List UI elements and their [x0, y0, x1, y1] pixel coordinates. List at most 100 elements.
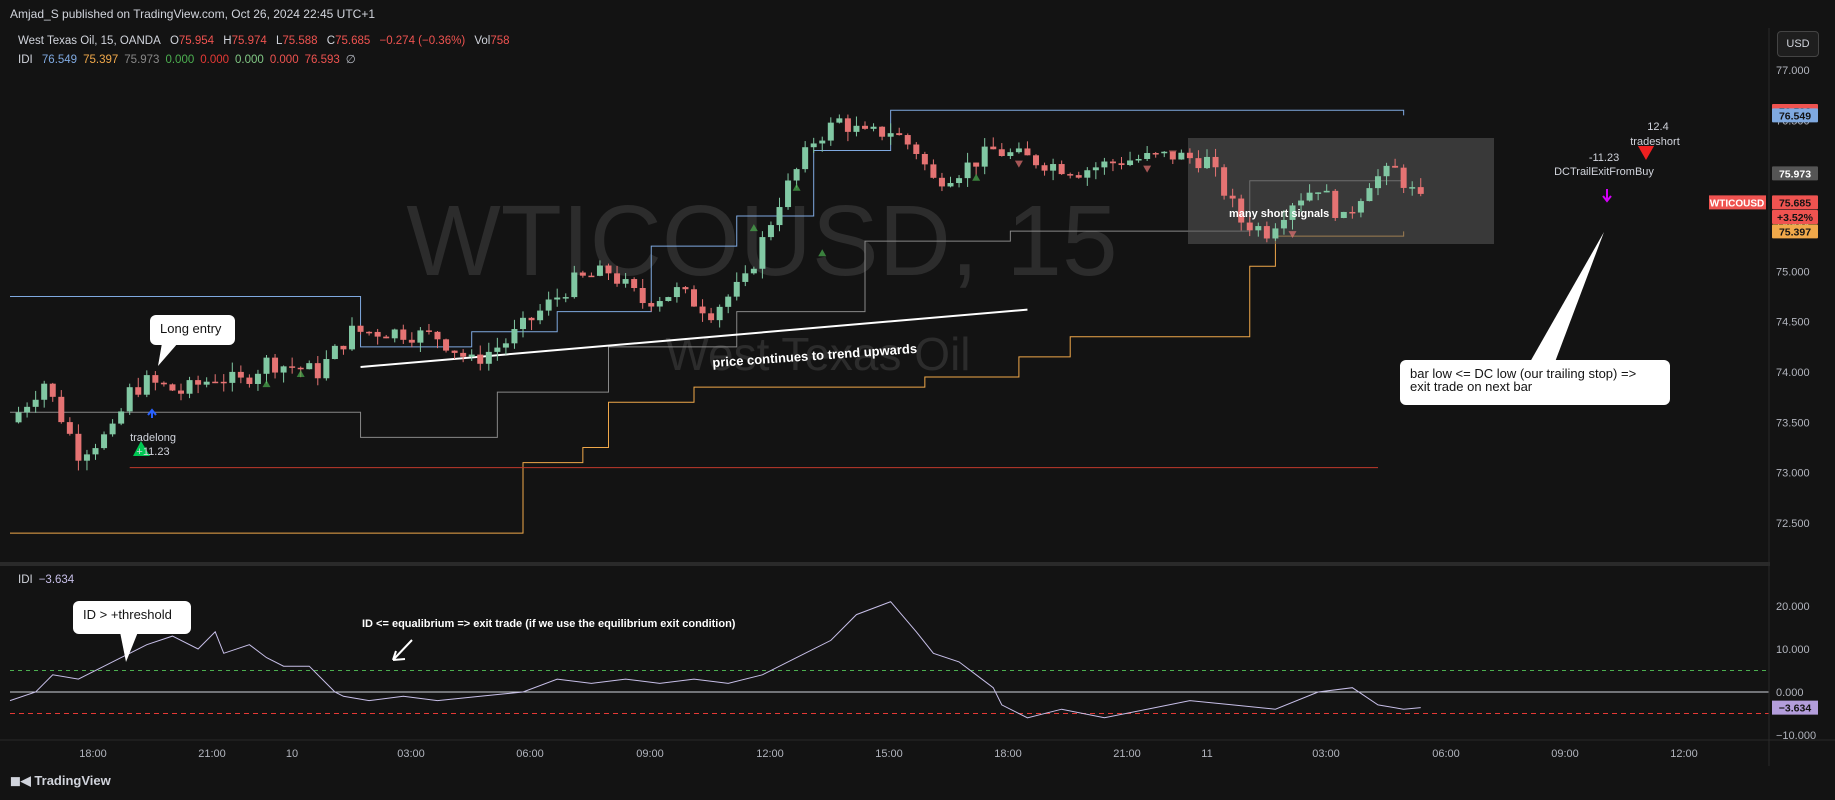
tradingview-logo[interactable]: ◼◀ TradingView	[10, 773, 111, 789]
candle-body	[913, 144, 920, 154]
candle-body	[1409, 187, 1416, 189]
osc-tick-label: 10.000	[1776, 644, 1810, 656]
candle-body	[1417, 187, 1424, 194]
short-signal-icon	[1143, 165, 1152, 173]
equilibrium-label: ID <= equalibrium => exit trade (if we u…	[362, 618, 736, 630]
candle-body	[237, 371, 244, 378]
candle-body	[417, 330, 424, 343]
candle-body	[1306, 192, 1313, 201]
symbol-badge-label: WTICOUSD	[1710, 198, 1764, 209]
candle-body	[477, 354, 484, 364]
osc-label[interactable]: IDI	[18, 574, 33, 586]
short-signal-icon	[1168, 150, 1177, 158]
candle-body	[109, 423, 116, 435]
candle-body	[1400, 167, 1407, 188]
high-value: 75.974	[231, 35, 267, 47]
candle-body	[220, 381, 227, 384]
candle-body	[203, 381, 210, 385]
indicator-value: 76.593	[304, 54, 340, 66]
candle-body	[314, 363, 321, 379]
candle-body	[1067, 174, 1074, 176]
candle-body	[24, 406, 31, 413]
candle-body	[579, 272, 586, 276]
candle-body	[1118, 163, 1125, 166]
candle-body	[1058, 164, 1065, 175]
candle-body	[32, 399, 39, 407]
osc-legend: IDI −3.634	[18, 574, 74, 586]
candle-body	[1092, 167, 1099, 171]
price-tick-label: 73.500	[1776, 417, 1810, 429]
candle-body	[990, 146, 997, 150]
candle-body	[665, 297, 672, 302]
candle-body	[802, 147, 809, 170]
id-threshold-callout-text: ID > +threshold	[83, 607, 172, 622]
candle-body	[374, 331, 381, 337]
id-threshold-callout[interactable]	[73, 601, 191, 634]
candle-body	[186, 380, 193, 394]
candle-body	[1152, 153, 1159, 155]
indicator-value: 0.000	[235, 54, 264, 66]
candle-body	[1280, 219, 1287, 229]
candle-body	[1323, 190, 1330, 193]
exit-arrow-icon	[1602, 189, 1612, 203]
candle-body	[323, 359, 330, 379]
candle-body	[605, 265, 612, 274]
long-signal-icon	[296, 370, 305, 378]
candle-body	[528, 317, 535, 321]
time-tick-label: 21:00	[1113, 748, 1141, 760]
symbol-badge	[1709, 195, 1766, 210]
candle-body	[716, 306, 723, 321]
candle-body	[1084, 170, 1091, 178]
currency-button[interactable]: USD	[1777, 31, 1819, 57]
candle-body	[391, 329, 398, 339]
candle-body	[1366, 188, 1373, 202]
time-tick-label: 09:00	[636, 748, 664, 760]
candle-body	[1015, 148, 1022, 153]
candle-body	[537, 310, 544, 321]
symbol-legend: West Texas Oil, 15, OANDA O75.954 H75.97…	[18, 35, 510, 47]
candle-body	[870, 126, 877, 129]
candle-body	[998, 149, 1005, 156]
change-value: −0.274 (−0.36%)	[379, 35, 466, 47]
close-label: C	[326, 35, 336, 47]
tradelong-arrow-icon	[133, 441, 150, 456]
candle-body	[725, 296, 732, 307]
candle-body	[1144, 153, 1151, 159]
candle-body	[1024, 148, 1031, 156]
bar-low-callout[interactable]	[1400, 360, 1670, 405]
candle-body	[956, 178, 963, 184]
candle-body	[938, 177, 945, 187]
candle-body	[160, 382, 167, 385]
candle-body	[1204, 156, 1210, 169]
bar-low-callout-text: exit trade on next bar	[1410, 379, 1533, 394]
candle-body	[195, 380, 202, 385]
candle-body	[272, 357, 279, 373]
price-tick-label: 75.000	[1776, 266, 1810, 278]
open-label: O	[169, 35, 179, 47]
candle-body	[631, 279, 638, 288]
long-signal-icon	[818, 249, 827, 257]
tradelong-value: +11.23	[136, 446, 169, 458]
candle-body	[887, 133, 894, 137]
candle-body	[1186, 152, 1193, 159]
candle-body	[759, 237, 766, 269]
indicator-name[interactable]: IDI	[18, 54, 33, 66]
candle-body	[827, 122, 834, 141]
candle-body	[981, 146, 988, 167]
dc-exit-value: -11.23	[1589, 152, 1619, 164]
candle-body	[750, 268, 757, 274]
symbol-name[interactable]: West Texas Oil, 15, OANDA	[18, 35, 161, 47]
price-badge	[1772, 195, 1818, 210]
long-entry-callout[interactable]	[150, 315, 235, 345]
candle-body	[1392, 165, 1399, 168]
candle-body	[400, 329, 407, 340]
candle-body	[571, 272, 578, 298]
price-badge	[1772, 166, 1818, 181]
candle-body	[383, 336, 390, 339]
price-badge	[1772, 209, 1818, 224]
price-badge-label: 75.973	[1779, 168, 1811, 180]
candle-body	[708, 313, 715, 321]
candle-body	[246, 377, 253, 384]
candle-body	[1357, 201, 1364, 213]
